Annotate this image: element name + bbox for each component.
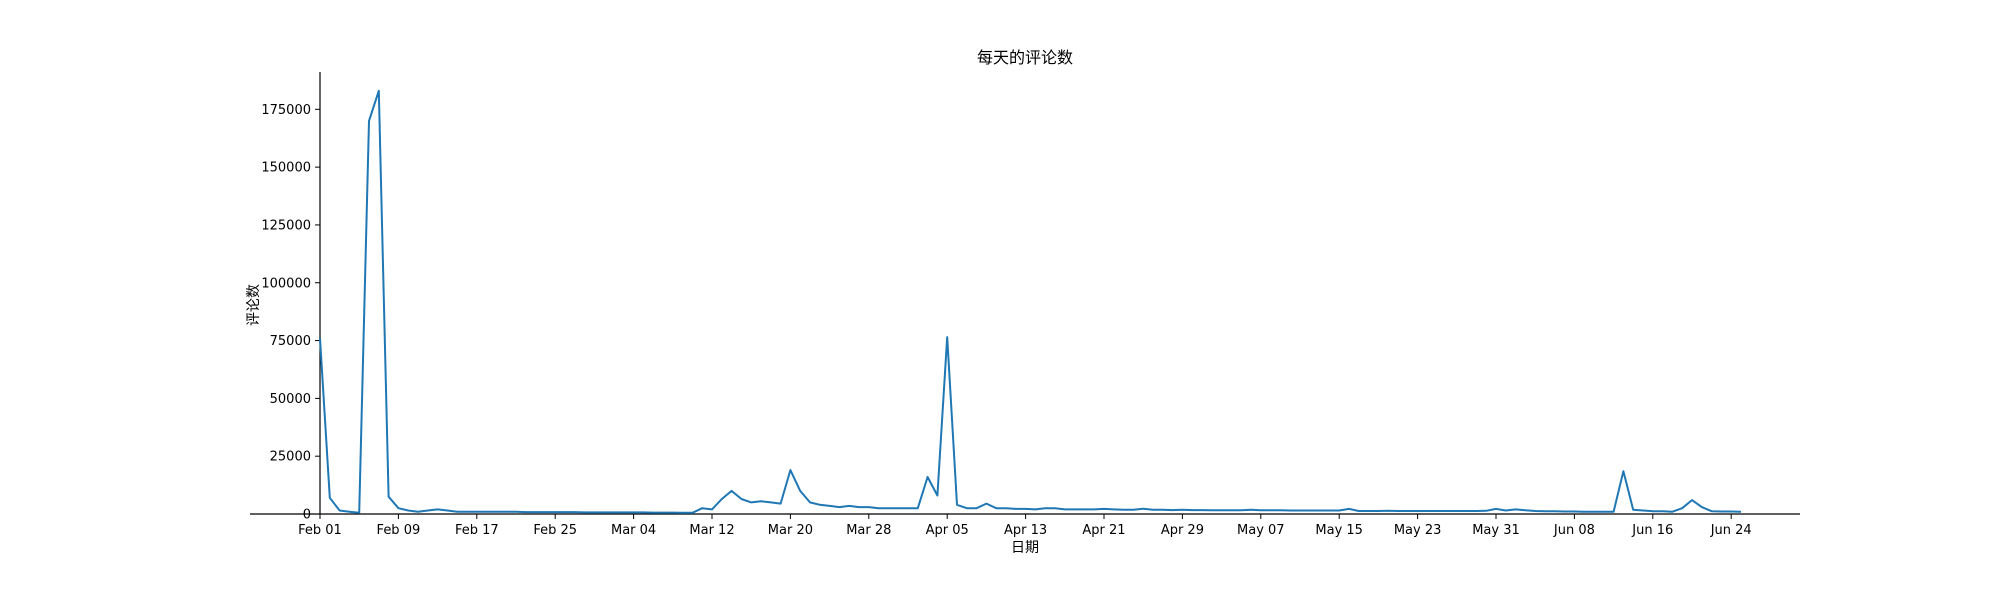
x-tick-label: May 07 (1237, 523, 1285, 538)
x-tick-label: May 23 (1394, 523, 1442, 538)
y-axis: 0 25000 50000 75000 100000 125000 150000 175000 (261, 72, 321, 523)
y-tick-label: 75000 (270, 334, 311, 349)
x-tick-label: Feb 01 (298, 523, 342, 538)
y-axis-title: 评论数 (246, 284, 262, 326)
x-tick-label: Apr 29 (1161, 523, 1204, 538)
series-group (319, 89, 1742, 514)
y-tick-label: 100000 (261, 276, 311, 291)
x-tick-label: May 15 (1315, 523, 1363, 538)
x-tick-label: Jun 24 (1710, 523, 1752, 538)
x-axis-title: 日期 (1011, 540, 1039, 556)
x-axis: Feb 01 Feb 09 Feb 17 Feb 25 Mar 04 Mar 12 Mar … (250, 513, 1800, 538)
y-tick-label: 25000 (270, 450, 311, 465)
x-tick-label: Mar 04 (611, 523, 656, 538)
y-tick-label: 175000 (261, 103, 311, 118)
x-tick-label: Feb 09 (377, 523, 421, 538)
y-tick-label: 0 (303, 508, 311, 523)
x-tick-label: May 31 (1472, 523, 1520, 538)
x-tick-label: Mar 20 (768, 523, 813, 538)
x-tick-label: Mar 12 (689, 523, 734, 538)
y-tick-label: 125000 (261, 218, 311, 233)
chart-title: 每天的评论数 (977, 48, 1073, 67)
x-tick-label: Apr 13 (1004, 523, 1047, 538)
y-tick-label: 50000 (270, 392, 311, 407)
x-tick-label: Mar 28 (846, 523, 891, 538)
x-tick-label: Apr 05 (926, 523, 969, 538)
x-tick-label: Feb 17 (455, 523, 499, 538)
series-line (319, 89, 1742, 514)
x-tick-label: Feb 25 (533, 523, 577, 538)
x-tick-label: Jun 08 (1553, 523, 1595, 538)
x-tick-label: Apr 21 (1082, 523, 1125, 538)
y-tick-label: 150000 (261, 161, 311, 176)
x-tick-label: Jun 16 (1631, 523, 1673, 538)
